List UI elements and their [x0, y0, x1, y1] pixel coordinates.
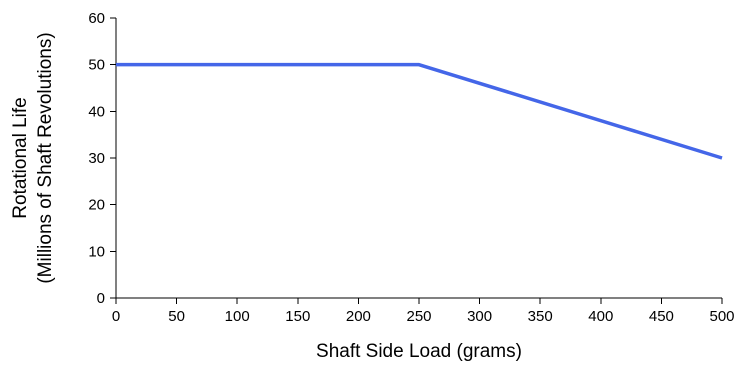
y-axis-title-line-2: (Millions of Shaft Revolutions)	[35, 32, 56, 283]
y-tick-label: 40	[88, 103, 105, 120]
y-tick-label: 20	[88, 197, 105, 214]
y-tick-label: 60	[88, 10, 105, 27]
y-axis-title-line-1: Rotational Life	[10, 97, 31, 218]
x-tick-label: 400	[588, 308, 613, 325]
x-tick-label: 300	[467, 308, 492, 325]
series-line	[116, 62, 723, 160]
x-tick-label: 500	[709, 308, 734, 325]
x-tick-label: 250	[406, 308, 431, 325]
y-tick-label: 50	[88, 57, 105, 74]
x-tick-label: 350	[528, 308, 553, 325]
x-tick-label: 150	[285, 308, 310, 325]
x-axis-title: Shaft Side Load (grams)	[316, 341, 522, 362]
y-tick-label: 0	[97, 290, 105, 307]
y-tick-label: 10	[88, 243, 105, 260]
x-tick-label: 100	[225, 308, 250, 325]
x-tick-label: 0	[112, 308, 120, 325]
x-axis-ticks: 0 50 100 150 200 250 300 350 400 450 500	[112, 298, 734, 325]
y-axis-ticks: 0 10 20 30 40 50 60	[88, 10, 116, 307]
x-tick-label: 50	[168, 308, 185, 325]
y-tick-label: 30	[88, 150, 105, 167]
x-tick-label: 200	[346, 308, 371, 325]
x-tick-label: 450	[649, 308, 674, 325]
series-layer	[116, 62, 723, 160]
